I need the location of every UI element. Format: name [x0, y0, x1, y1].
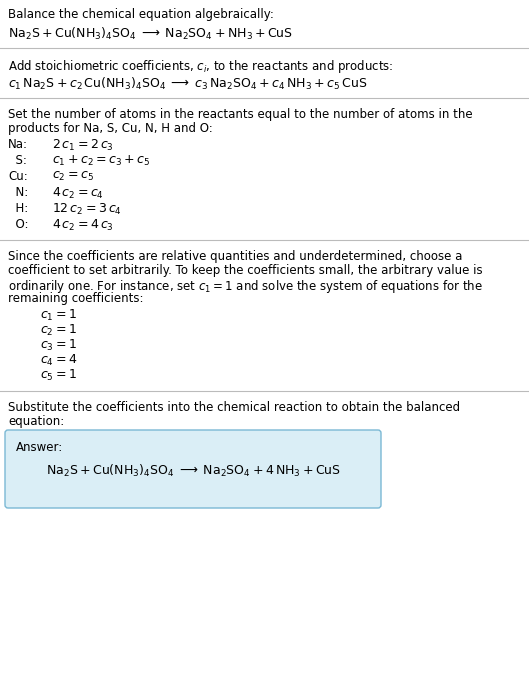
- Text: O:: O:: [8, 218, 29, 231]
- Text: $c_3 = 1$: $c_3 = 1$: [40, 338, 77, 353]
- Text: H:: H:: [8, 202, 28, 215]
- Text: N:: N:: [8, 186, 28, 199]
- Text: Since the coefficients are relative quantities and underdetermined, choose a: Since the coefficients are relative quan…: [8, 250, 462, 263]
- Text: S:: S:: [8, 154, 27, 167]
- Text: Answer:: Answer:: [16, 441, 63, 454]
- Text: $c_1 + c_2 = c_3 + c_5$: $c_1 + c_2 = c_3 + c_5$: [52, 154, 150, 168]
- Text: $\mathrm{Na_2S + Cu(NH_3)_4SO_4 \;\longrightarrow\; Na_2SO_4 + 4\,NH_3 + CuS}$: $\mathrm{Na_2S + Cu(NH_3)_4SO_4 \;\longr…: [46, 463, 341, 479]
- Text: $\mathrm{Na_2S + Cu(NH_3)_4SO_4 \;\longrightarrow\; Na_2SO_4 + NH_3 + CuS}$: $\mathrm{Na_2S + Cu(NH_3)_4SO_4 \;\longr…: [8, 26, 293, 42]
- Text: $12\,c_2 = 3\,c_4$: $12\,c_2 = 3\,c_4$: [52, 202, 122, 217]
- FancyBboxPatch shape: [5, 430, 381, 508]
- Text: coefficient to set arbitrarily. To keep the coefficients small, the arbitrary va: coefficient to set arbitrarily. To keep …: [8, 264, 482, 277]
- Text: $c_2 = c_5$: $c_2 = c_5$: [52, 170, 94, 183]
- Text: Cu:: Cu:: [8, 170, 28, 183]
- Text: remaining coefficients:: remaining coefficients:: [8, 292, 143, 305]
- Text: $2\,c_1 = 2\,c_3$: $2\,c_1 = 2\,c_3$: [52, 138, 114, 153]
- Text: Na:: Na:: [8, 138, 28, 151]
- Text: Set the number of atoms in the reactants equal to the number of atoms in the: Set the number of atoms in the reactants…: [8, 108, 472, 121]
- Text: equation:: equation:: [8, 415, 64, 428]
- Text: Substitute the coefficients into the chemical reaction to obtain the balanced: Substitute the coefficients into the che…: [8, 401, 460, 414]
- Text: $c_4 = 4$: $c_4 = 4$: [40, 353, 77, 368]
- Text: $c_1 = 1$: $c_1 = 1$: [40, 308, 77, 323]
- Text: Balance the chemical equation algebraically:: Balance the chemical equation algebraica…: [8, 8, 274, 21]
- Text: $4\,c_2 = c_4$: $4\,c_2 = c_4$: [52, 186, 104, 201]
- Text: $c_5 = 1$: $c_5 = 1$: [40, 368, 77, 383]
- Text: ordinarily one. For instance, set $c_1 = 1$ and solve the system of equations fo: ordinarily one. For instance, set $c_1 =…: [8, 278, 483, 295]
- Text: Add stoichiometric coefficients, $c_i$, to the reactants and products:: Add stoichiometric coefficients, $c_i$, …: [8, 58, 394, 75]
- Text: products for Na, S, Cu, N, H and O:: products for Na, S, Cu, N, H and O:: [8, 122, 213, 135]
- Text: $c_1\,\mathrm{Na_2S} + c_2\,\mathrm{Cu(NH_3)_4SO_4} \;\longrightarrow\; c_3\,\ma: $c_1\,\mathrm{Na_2S} + c_2\,\mathrm{Cu(N…: [8, 76, 367, 92]
- Text: $c_2 = 1$: $c_2 = 1$: [40, 323, 77, 338]
- Text: $4\,c_2 = 4\,c_3$: $4\,c_2 = 4\,c_3$: [52, 218, 114, 233]
